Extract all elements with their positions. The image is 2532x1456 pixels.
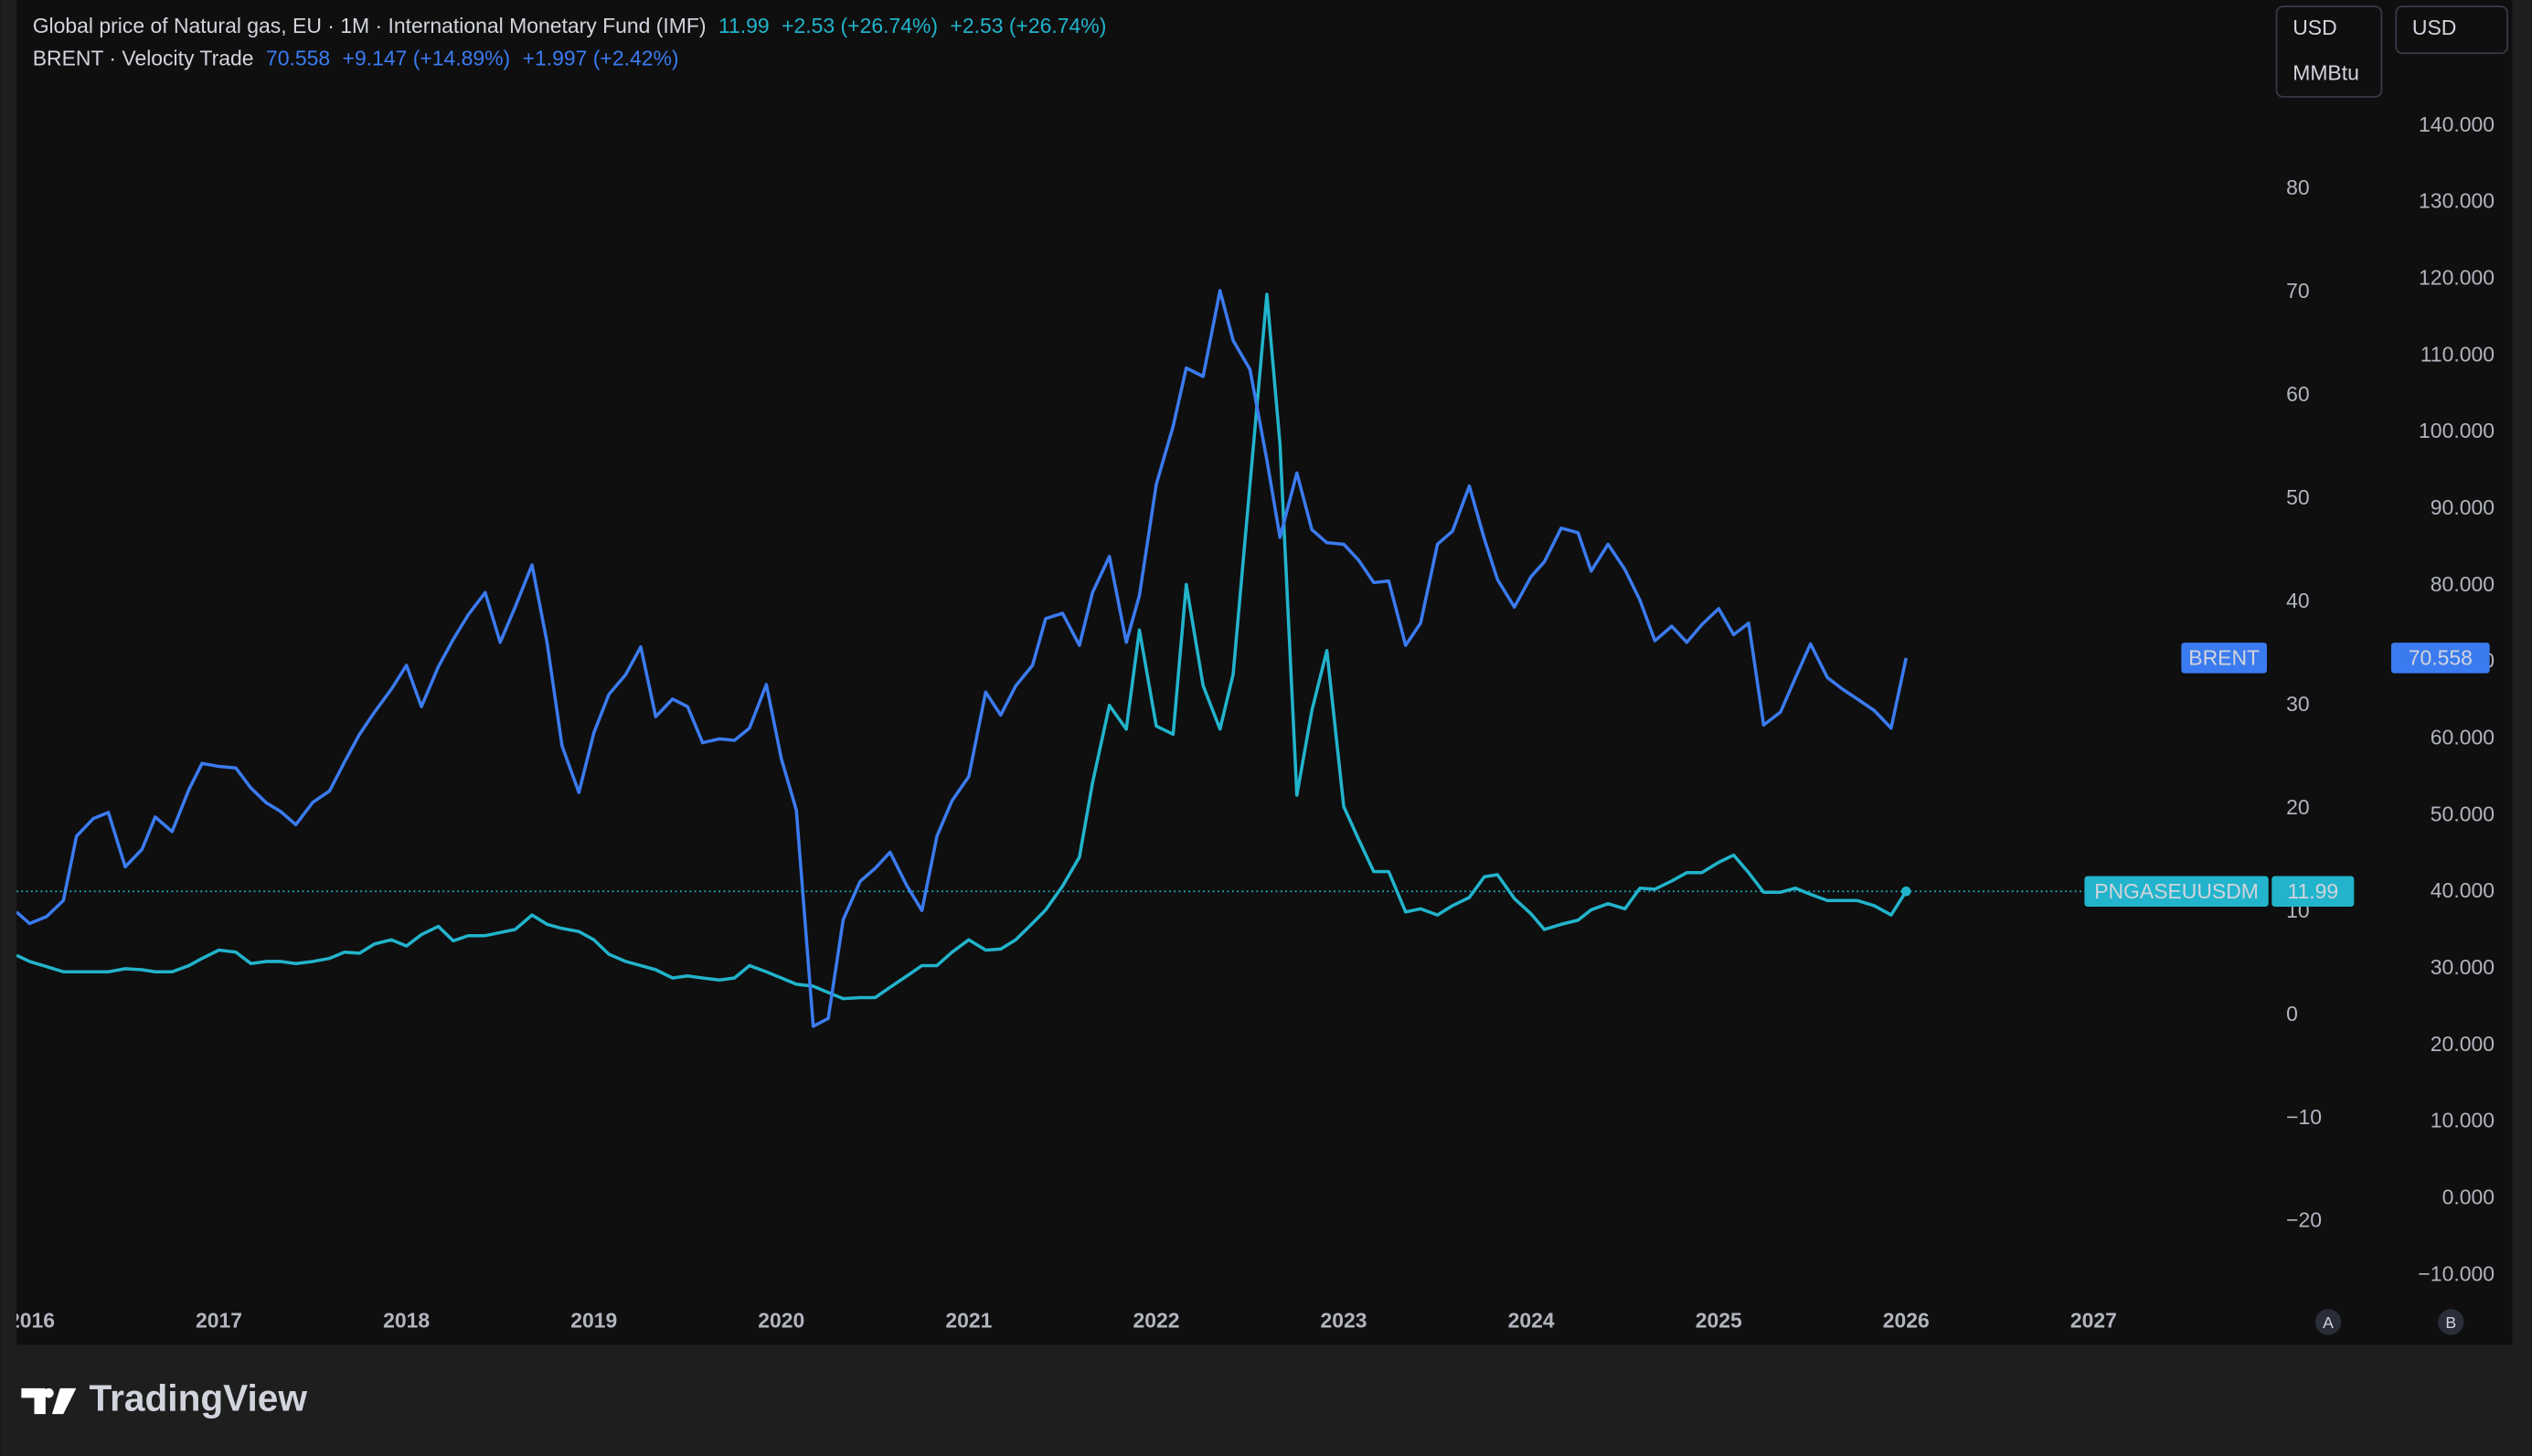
series-line: [16, 289, 1909, 1028]
legend-gas-change: +2.53 (+26.74%): [950, 14, 1106, 37]
y-tick-label: 80: [2286, 175, 2310, 199]
series-badge-label: BRENT: [2188, 646, 2260, 670]
y2-tick-label: 40.000: [2431, 878, 2495, 902]
series-badge-label: PNGASEUUSDM: [2094, 879, 2259, 903]
y2-tick-label: 30.000: [2431, 955, 2495, 979]
unit-currency[interactable]: USD: [2293, 16, 2336, 39]
y2-tick-label: 60.000: [2431, 725, 2495, 749]
legend-gas-change: +2.53 (+26.74%): [782, 14, 938, 37]
y2-tick-label: 130.000: [2419, 189, 2495, 213]
axis-button[interactable]: [2314, 1309, 2342, 1335]
legend-brent-change: +1.997 (+2.42%): [523, 46, 679, 69]
plot-area: [16, 289, 2261, 1028]
y-tick-label: 50: [2286, 485, 2310, 509]
legend-gas: Global price of Natural gas, EU · 1M · I…: [33, 14, 1107, 37]
last-point: [1900, 886, 1911, 897]
axis-button-label[interactable]: B: [2445, 1313, 2456, 1332]
y2-tick-label: 0.000: [2442, 1185, 2495, 1208]
series-badge: [2084, 876, 2269, 908]
axis-button-label[interactable]: A: [2323, 1313, 2334, 1332]
logo[interactable]: TradingView: [21, 1377, 307, 1419]
y2-tick-label: 50.000: [2431, 802, 2495, 825]
y-tick-label: 70: [2286, 279, 2310, 303]
y2-tick-label: 100.000: [2419, 419, 2495, 442]
x-tick-label: 2022: [1133, 1308, 1179, 1332]
y-tick-label: 60: [2286, 382, 2310, 406]
y-tick-label: −10: [2286, 1105, 2322, 1129]
y-tick-label: −20: [2286, 1208, 2322, 1232]
unit-box-left[interactable]: [2275, 5, 2383, 98]
x-tick-label: 2025: [1696, 1308, 1742, 1332]
price-axes: −20−1001020304050607080−10.0000.00010.00…: [2286, 112, 2495, 1285]
time-axis: 2016 2017 2018 2019 2020 2021 2022 2023 2024 2025…: [8, 1308, 2117, 1332]
price-badge: [2390, 643, 2490, 674]
y-tick-label: 0: [2286, 1002, 2298, 1026]
chart-pane: [16, 0, 2513, 1345]
series-badge: [2181, 643, 2267, 674]
y2-tick-label: 10.000: [2431, 1109, 2495, 1132]
legend-gas-last: 11.99: [718, 14, 770, 37]
x-tick-label: 2017: [196, 1308, 242, 1332]
unit-box-right[interactable]: [2395, 5, 2508, 55]
x-tick-label: 2019: [570, 1308, 617, 1332]
y2-tick-label: −10.000: [2418, 1261, 2495, 1285]
y2-tick-label: 20.000: [2431, 1032, 2495, 1056]
y2-tick-label: 90.000: [2431, 495, 2495, 519]
y2-tick-label: 110.000: [2420, 342, 2495, 366]
y2-tick-label: 80.000: [2431, 572, 2495, 596]
legend-brent-change: +9.147 (+14.89%): [343, 46, 511, 69]
legend-gas-description: Global price of Natural gas, EU · 1M · I…: [33, 14, 707, 37]
y2-tick-label: 120.000: [2419, 265, 2495, 289]
y2-tick-label: 140.000: [2419, 112, 2495, 136]
y-tick-label: 40: [2286, 589, 2310, 612]
x-tick-label: 2024: [1508, 1308, 1555, 1332]
series-line: [16, 292, 1908, 1001]
x-tick-label: 2016: [8, 1308, 55, 1332]
unit-measure[interactable]: MMBtu: [2293, 60, 2359, 84]
logo-icon[interactable]: [21, 1387, 77, 1415]
legend-brent-description: BRENT · Velocity Trade: [33, 46, 254, 69]
price-badge-label: 11.99: [2287, 879, 2338, 903]
x-tick-label: 2020: [758, 1308, 804, 1332]
x-tick-label: 2021: [945, 1308, 992, 1332]
y-tick-label: 20: [2286, 795, 2310, 819]
legend-brent: BRENT · Velocity Trade 70.558 +9.147 (+1…: [33, 46, 679, 69]
x-tick-label: 2026: [1883, 1308, 1930, 1332]
price-badge-label: 70.558: [2409, 646, 2473, 670]
x-tick-label: 2027: [2070, 1308, 2117, 1332]
legend-brent-last: 70.558: [266, 46, 330, 69]
x-tick-label: 2018: [383, 1308, 430, 1332]
unit-currency[interactable]: USD: [2412, 16, 2456, 39]
y-tick-label: 30: [2286, 692, 2310, 716]
logo-text[interactable]: TradingView: [90, 1377, 308, 1419]
x-tick-label: 2023: [1321, 1308, 1367, 1332]
price-badge: [2271, 876, 2355, 908]
axis-button[interactable]: [2438, 1309, 2464, 1335]
